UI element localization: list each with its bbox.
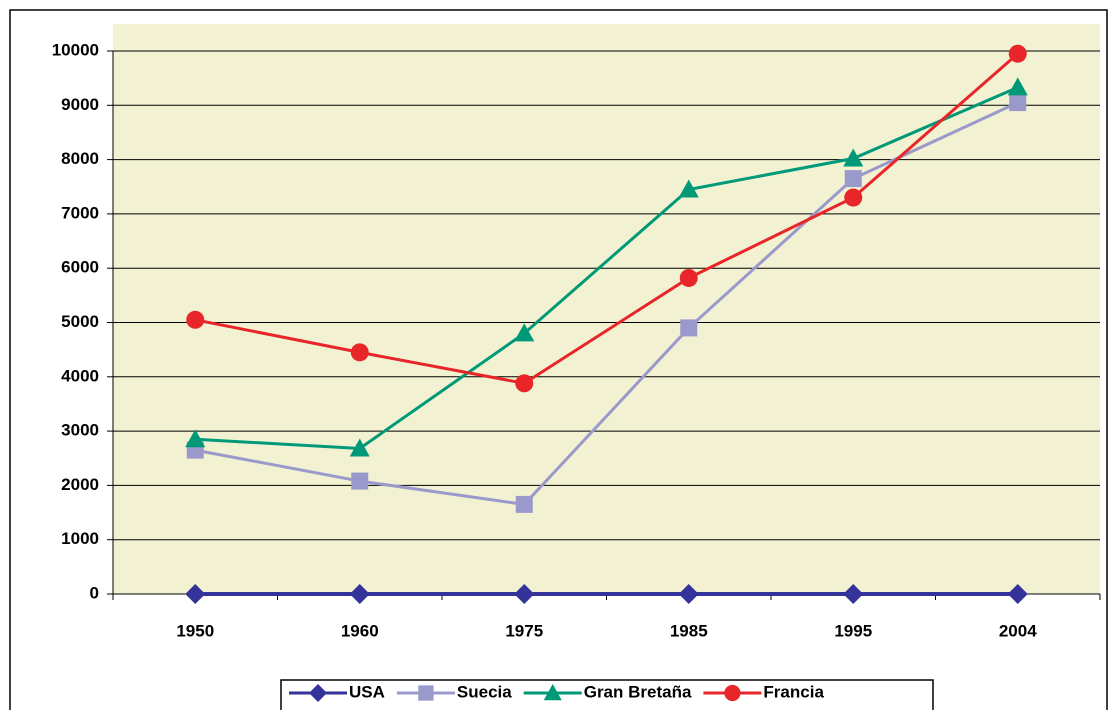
marker bbox=[1007, 77, 1028, 96]
marker bbox=[1007, 584, 1028, 604]
marker bbox=[186, 310, 205, 329]
y-tick-label: 10000 bbox=[52, 40, 99, 59]
marker bbox=[185, 429, 206, 448]
y-tick-label: 9000 bbox=[61, 95, 99, 114]
marker bbox=[349, 584, 370, 604]
series-line bbox=[195, 86, 1019, 451]
legend-marker bbox=[309, 684, 327, 702]
marker bbox=[349, 438, 370, 457]
legend-marker bbox=[724, 684, 741, 702]
legend-box bbox=[280, 679, 934, 710]
x-tick-label: 1960 bbox=[341, 621, 379, 640]
legend-marker bbox=[543, 684, 562, 701]
legend-marker bbox=[418, 685, 434, 701]
legend-label: Francia bbox=[763, 682, 824, 701]
y-tick-label: 4000 bbox=[61, 366, 99, 385]
marker bbox=[844, 188, 863, 207]
y-tick-label: 5000 bbox=[61, 312, 99, 331]
x-tick-label: 1975 bbox=[505, 621, 543, 640]
legend-label: USA bbox=[349, 682, 385, 701]
marker bbox=[185, 584, 206, 604]
marker bbox=[515, 495, 533, 513]
x-tick-label: 1950 bbox=[176, 621, 214, 640]
x-tick-label: 1985 bbox=[670, 621, 708, 640]
y-tick-label: 7000 bbox=[61, 203, 99, 222]
y-tick-label: 8000 bbox=[61, 149, 99, 168]
series-line bbox=[194, 101, 1019, 507]
marker bbox=[350, 343, 369, 362]
y-tick-label: 0 bbox=[90, 583, 99, 602]
marker bbox=[678, 584, 699, 604]
legend-label: Gran Bretaña bbox=[584, 682, 692, 701]
y-tick-label: 2000 bbox=[61, 475, 99, 494]
y-tick-label: 3000 bbox=[61, 421, 99, 440]
marker bbox=[680, 319, 698, 337]
marker bbox=[514, 323, 535, 342]
marker bbox=[844, 170, 862, 188]
legend-label: Suecia bbox=[457, 682, 512, 701]
plot-area bbox=[113, 24, 1100, 594]
marker bbox=[514, 584, 535, 604]
marker bbox=[843, 148, 864, 167]
marker bbox=[843, 584, 864, 604]
marker bbox=[351, 472, 369, 490]
marker bbox=[515, 374, 534, 393]
marker bbox=[679, 268, 698, 287]
y-tick-label: 6000 bbox=[61, 258, 99, 277]
marker bbox=[1009, 94, 1027, 112]
series-line bbox=[194, 52, 1019, 385]
x-tick-label: 1995 bbox=[834, 621, 872, 640]
marker bbox=[678, 179, 699, 198]
x-tick-label: 2004 bbox=[999, 621, 1037, 640]
marker bbox=[1008, 44, 1027, 63]
y-tick-label: 1000 bbox=[61, 529, 99, 548]
